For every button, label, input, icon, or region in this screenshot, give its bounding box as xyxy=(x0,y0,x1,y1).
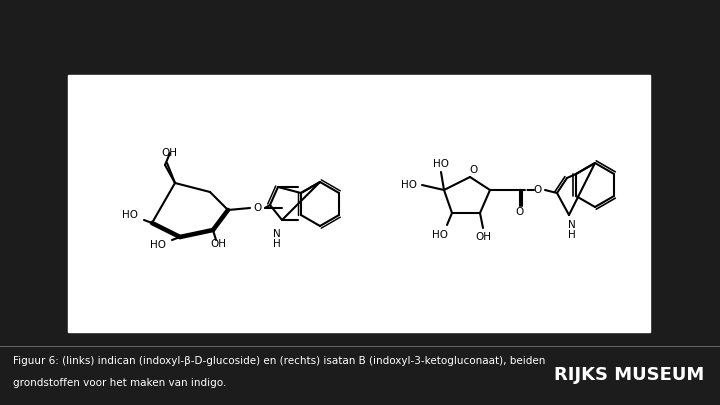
Bar xyxy=(68,75,650,332)
Text: HO: HO xyxy=(122,210,138,220)
Text: O: O xyxy=(534,185,542,195)
Text: HO: HO xyxy=(432,230,448,240)
Text: C: C xyxy=(525,185,531,195)
Text: N: N xyxy=(273,229,281,239)
Text: H: H xyxy=(273,239,281,249)
Text: O: O xyxy=(469,165,477,175)
Text: H: H xyxy=(568,230,576,240)
Text: OH: OH xyxy=(475,232,491,242)
Text: OH: OH xyxy=(210,239,226,249)
Text: RIJKS MUSEUM: RIJKS MUSEUM xyxy=(554,366,704,384)
Text: N: N xyxy=(568,220,576,230)
Text: O: O xyxy=(254,203,262,213)
Text: OH: OH xyxy=(161,148,177,158)
Text: HO: HO xyxy=(401,180,417,190)
Text: Figuur 6: (links) indican (indoxyl-β-D-glucoside) en (rechts) isatan B (indoxyl-: Figuur 6: (links) indican (indoxyl-β-D-g… xyxy=(13,356,545,366)
Text: HO: HO xyxy=(433,159,449,169)
Text: grondstoffen voor het maken van indigo.: grondstoffen voor het maken van indigo. xyxy=(13,378,226,388)
Text: HO: HO xyxy=(150,240,166,250)
Text: O: O xyxy=(516,207,524,217)
